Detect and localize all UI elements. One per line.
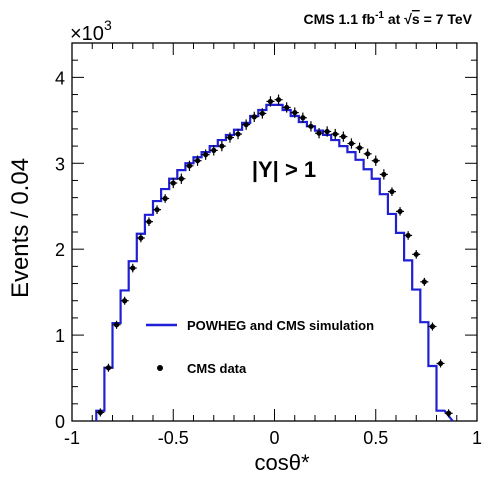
data-point [211,147,217,153]
data-point [365,151,371,157]
data-point [356,145,363,151]
plot-frame [71,42,478,422]
data-point [381,171,387,178]
data-point [348,140,355,147]
data-point [251,114,257,120]
data-point [162,195,168,202]
data-point [203,152,209,158]
data-point [316,130,322,136]
data-point [324,128,330,135]
data-point [389,189,395,195]
data-point [275,97,282,103]
data-point [284,104,290,111]
x-tick-label: 1 [472,428,482,448]
data-point [219,143,225,149]
data-point [97,409,103,416]
data-point [178,176,184,182]
data-point [186,163,193,169]
data-point [292,109,298,116]
data-point [130,265,136,271]
simulation-histogram [95,103,454,422]
data-point [437,360,444,367]
simulation-step-line [95,103,454,422]
data-point [113,322,120,328]
legend-simulation-label: POWHEG and CMS simulation [187,318,374,333]
data-point [146,219,152,225]
x-tick-labels: -1 -0.5 0 0.5 1 [64,428,482,448]
axis-ticks [71,42,478,422]
x-tick-label: -0.5 [158,428,189,448]
y-axis-title: Events / 0.04 [7,158,34,298]
data-point [259,110,265,117]
data-point [421,279,427,285]
data-point [405,232,411,239]
data-point [397,208,403,214]
data-point [194,158,201,164]
legend-data-label: CMS data [187,361,247,376]
data-point [267,98,274,105]
data-point [332,131,338,137]
y-tick-label: 3 [55,154,65,174]
x-tick-label: -1 [64,428,80,448]
data-point [340,134,346,140]
data-point [308,123,314,129]
data-point [413,251,419,257]
legend-data-marker [157,365,163,371]
y-tick-label: 0 [55,412,65,432]
data-point [300,115,306,121]
rapidity-cut-annotation: |Y| > 1 [252,157,316,182]
data-point [105,365,112,371]
data-point [170,180,176,186]
y-tick-label: 1 [55,326,65,346]
data-point [227,134,233,141]
data-point [429,323,436,330]
legend: POWHEG and CMS simulation CMS data [146,318,374,376]
experiment-label: CMS 1.1 fb-1 at √s = 7 TeV [304,10,473,27]
data-point [446,410,452,416]
y-tick-label: 4 [55,68,65,88]
y-tick-labels: 0 1 2 3 4 [55,68,65,432]
data-point [154,207,160,213]
data-point [138,235,144,241]
data-point [373,158,379,164]
y-tick-label: 2 [55,240,65,260]
data-points [96,94,453,418]
data-point [235,131,241,137]
x-tick-label: 0 [269,428,279,448]
x-axis-title: cosθ* [254,450,309,475]
data-point [122,298,128,304]
axis-scale-factor: ×103 [70,17,112,45]
data-point [243,122,249,128]
x-tick-label: 0.5 [363,428,388,448]
